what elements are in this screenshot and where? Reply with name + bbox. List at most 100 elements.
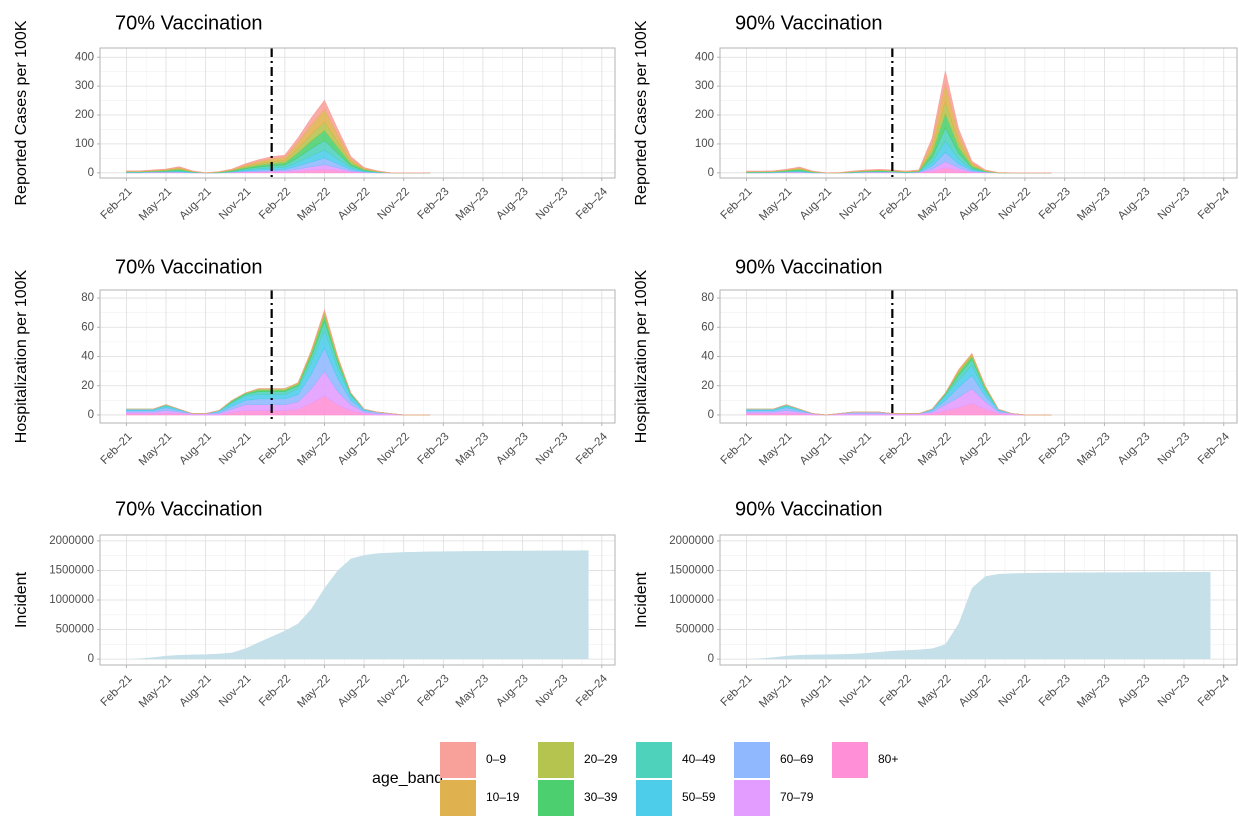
- x-tick-label: Nov–21: [838, 186, 875, 223]
- x-tick-label: Nov–23: [1156, 186, 1193, 223]
- y-tick-label: 20: [701, 380, 714, 392]
- y-tick-label: 80: [701, 292, 714, 304]
- x-tick-label: Aug–23: [494, 186, 531, 223]
- x-tick-label: May–23: [454, 673, 491, 710]
- legend-swatch: [440, 780, 476, 816]
- y-axis-label: Incident: [633, 571, 650, 628]
- x-tick-label: May–22: [295, 431, 332, 468]
- area-band: [746, 71, 1052, 174]
- legend-swatch: [538, 742, 574, 778]
- x-tick-label: Feb–21: [719, 186, 755, 222]
- x-tick-label: Aug–22: [957, 673, 994, 710]
- x-tick-label: May–22: [916, 431, 953, 468]
- x-tick-label: Nov–21: [217, 186, 254, 223]
- x-tick-label: Feb–24: [574, 185, 610, 221]
- x-tick-label: May–21: [137, 186, 174, 223]
- x-tick-label: Feb–24: [574, 672, 610, 708]
- legend-label: 30–39: [584, 790, 618, 804]
- x-tick-label: May–23: [1075, 431, 1112, 468]
- area-band: [126, 99, 431, 174]
- panel-border: [99, 47, 616, 179]
- y-tick-label: 0: [708, 409, 714, 421]
- y-tick-label: 1000000: [669, 594, 714, 606]
- x-tick-label: Aug–22: [957, 431, 994, 468]
- x-tick-label: Nov–22: [375, 431, 412, 468]
- legend-label: 40–49: [682, 752, 716, 766]
- y-tick-label: 400: [75, 51, 94, 63]
- y-tick-label: 0: [88, 409, 94, 421]
- y-tick-label: 500000: [56, 624, 94, 636]
- x-tick-label: Feb–23: [416, 673, 452, 709]
- area: [746, 571, 1211, 660]
- x-tick-label: Feb–23: [416, 431, 452, 467]
- y-tick-label: 300: [695, 80, 714, 92]
- x-tick-label: May–21: [757, 673, 794, 710]
- x-tick-label: May–21: [757, 186, 794, 223]
- chart-title: 90% Vaccination: [735, 498, 883, 520]
- legend-label: 70–79: [780, 790, 814, 804]
- legend-swatch: [832, 742, 868, 778]
- legend: age_band 0–9 10–19 20–29 30–39 40–49 50–59 60–6…: [372, 742, 898, 816]
- legend-swatch: [636, 780, 672, 816]
- y-tick-label: 100: [695, 138, 714, 150]
- x-tick-label: Nov–23: [534, 186, 571, 223]
- panel: 0 500000 1000000 1500000 2000000 Feb–21 May–21…: [633, 498, 1238, 710]
- y-tick-label: 20: [81, 380, 94, 392]
- legend-label: 50–59: [682, 790, 716, 804]
- legend-swatch: [734, 780, 770, 816]
- x-tick-label: Feb–23: [1037, 186, 1073, 222]
- y-tick-label: 200: [75, 109, 94, 121]
- y-tick-label: 40: [81, 351, 94, 363]
- x-tick-label: Nov–22: [997, 431, 1034, 468]
- legend-label: 60–69: [780, 752, 814, 766]
- x-tick-label: Aug–22: [336, 186, 373, 223]
- x-tick-label: Feb–22: [878, 673, 914, 709]
- panel: 0 500000 1000000 1500000 2000000 Feb–21 May–21…: [13, 498, 616, 710]
- legend-label: 20–29: [584, 752, 618, 766]
- x-tick-label: Aug–23: [1116, 186, 1153, 223]
- chart-title: 70% Vaccination: [115, 256, 263, 278]
- x-tick-label: Aug–21: [798, 431, 835, 468]
- x-tick-label: May–22: [295, 673, 332, 710]
- x-tick-label: Feb–23: [1037, 431, 1073, 467]
- x-tick-label: May–21: [757, 431, 794, 468]
- x-tick-label: May–23: [454, 431, 491, 468]
- chart-title: 90% Vaccination: [735, 256, 883, 278]
- x-tick-label: Nov–23: [534, 431, 571, 468]
- chart-title: 90% Vaccination: [735, 12, 883, 34]
- panel-border: [719, 47, 1238, 179]
- y-tick-label: 80: [81, 292, 94, 304]
- x-tick-label: Nov–23: [534, 673, 571, 710]
- x-tick-label: Aug–22: [336, 673, 373, 710]
- x-tick-label: Aug–23: [494, 673, 531, 710]
- x-tick-label: Nov–22: [997, 186, 1034, 223]
- x-tick-label: Aug–21: [177, 431, 214, 468]
- y-tick-label: 1000000: [49, 594, 94, 606]
- x-tick-label: Aug–21: [177, 186, 214, 223]
- chart-title: 70% Vaccination: [115, 498, 263, 520]
- area: [126, 550, 589, 660]
- y-axis-label: Reported Cases per 100K: [633, 20, 650, 205]
- x-tick-label: Nov–21: [217, 673, 254, 710]
- legend-label: 0–9: [486, 752, 506, 766]
- x-tick-label: Feb–22: [257, 673, 293, 709]
- x-tick-label: Feb–23: [416, 186, 452, 222]
- panel-border: [719, 534, 1238, 666]
- x-tick-label: Nov–22: [375, 673, 412, 710]
- x-tick-label: Feb–22: [257, 186, 293, 222]
- y-axis-label: Incident: [13, 571, 30, 628]
- x-tick-label: Aug–22: [336, 431, 373, 468]
- y-tick-label: 400: [695, 51, 714, 63]
- y-tick-label: 40: [701, 351, 714, 363]
- x-tick-label: Feb–24: [1196, 185, 1232, 221]
- legend-label: 10–19: [486, 790, 520, 804]
- x-tick-label: Feb–21: [99, 186, 135, 222]
- x-tick-label: Feb–21: [99, 431, 135, 467]
- x-tick-label: Aug–23: [1116, 431, 1153, 468]
- x-tick-label: Nov–23: [1156, 673, 1193, 710]
- x-tick-label: May–22: [916, 673, 953, 710]
- y-tick-label: 0: [88, 167, 94, 179]
